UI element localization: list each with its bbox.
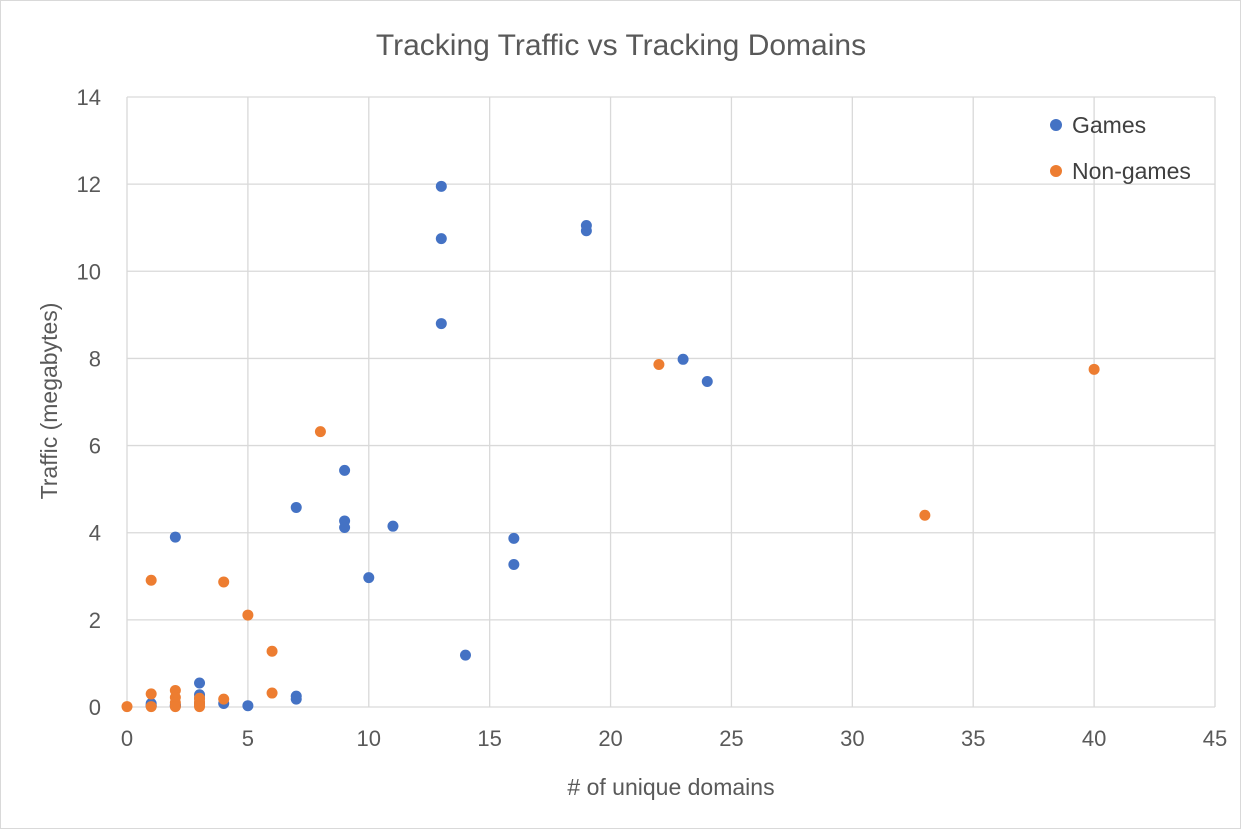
data-point-non-games — [653, 359, 665, 371]
legend-label-non-games: Non-games — [1072, 158, 1191, 184]
legend-marker-non-games — [1050, 165, 1062, 177]
data-point-games — [290, 693, 302, 705]
y-tick-label: 0 — [89, 695, 101, 720]
x-tick-label: 15 — [477, 726, 501, 751]
legend-item-games: Games — [1050, 112, 1146, 138]
data-point-games — [508, 532, 520, 544]
data-point-games — [459, 649, 471, 661]
y-axis-title: Traffic (megabytes) — [36, 303, 62, 500]
y-tick-label: 14 — [77, 85, 101, 110]
y-tick-label: 12 — [77, 172, 101, 197]
gridlines — [126, 96, 1216, 708]
data-point-non-games — [314, 426, 326, 438]
data-point-games — [701, 376, 713, 388]
x-tick-label: 0 — [121, 726, 133, 751]
legend-label-games: Games — [1072, 112, 1146, 138]
data-point-games — [508, 559, 520, 571]
data-point-non-games — [218, 576, 230, 588]
data-point-non-games — [266, 645, 278, 657]
data-point-non-games — [145, 688, 157, 700]
legend-marker-games — [1050, 119, 1062, 131]
x-tick-label: 25 — [719, 726, 743, 751]
data-point-games — [363, 572, 375, 584]
x-tick-label: 30 — [840, 726, 864, 751]
x-tick-label: 20 — [598, 726, 622, 751]
data-point-games — [339, 464, 351, 476]
x-axis-title: # of unique domains — [567, 774, 774, 800]
x-tick-label: 5 — [242, 726, 254, 751]
chart-title: Tracking Traffic vs Tracking Domains — [376, 29, 866, 62]
data-point-games — [435, 318, 447, 330]
data-point-non-games — [218, 693, 230, 705]
data-point-non-games — [194, 701, 206, 713]
axes: 0 5 10 15 20 25 30 35 40 45 0 2 4 6 8 10 12 14 — [77, 85, 1228, 751]
data-point-non-games — [266, 687, 278, 699]
y-tick-label: 2 — [89, 608, 101, 633]
data-points — [121, 180, 1100, 713]
x-tick-label: 10 — [357, 726, 381, 751]
data-point-games — [435, 233, 447, 245]
y-tick-label: 8 — [89, 346, 101, 371]
data-point-non-games — [1088, 363, 1100, 375]
y-tick-label: 6 — [89, 434, 101, 459]
data-point-games — [387, 520, 399, 532]
data-point-games — [242, 700, 254, 712]
data-point-non-games — [145, 701, 157, 713]
data-point-games — [580, 225, 592, 237]
legend: Games Non-games — [1050, 112, 1191, 184]
data-point-games — [339, 521, 351, 533]
y-tick-label: 4 — [89, 521, 101, 546]
data-point-non-games — [242, 609, 254, 621]
x-tick-label: 40 — [1082, 726, 1106, 751]
data-point-games — [194, 677, 206, 689]
data-point-games — [169, 531, 181, 543]
y-tick-label: 10 — [77, 259, 101, 284]
data-point-games — [677, 353, 689, 365]
x-tick-label: 45 — [1203, 726, 1227, 751]
data-point-non-games — [121, 701, 133, 713]
data-point-non-games — [145, 574, 157, 586]
data-point-games — [435, 180, 447, 192]
data-point-non-games — [169, 701, 181, 713]
data-point-non-games — [919, 509, 931, 521]
x-tick-label: 35 — [961, 726, 985, 751]
data-point-games — [290, 501, 302, 513]
legend-item-non-games: Non-games — [1050, 158, 1191, 184]
